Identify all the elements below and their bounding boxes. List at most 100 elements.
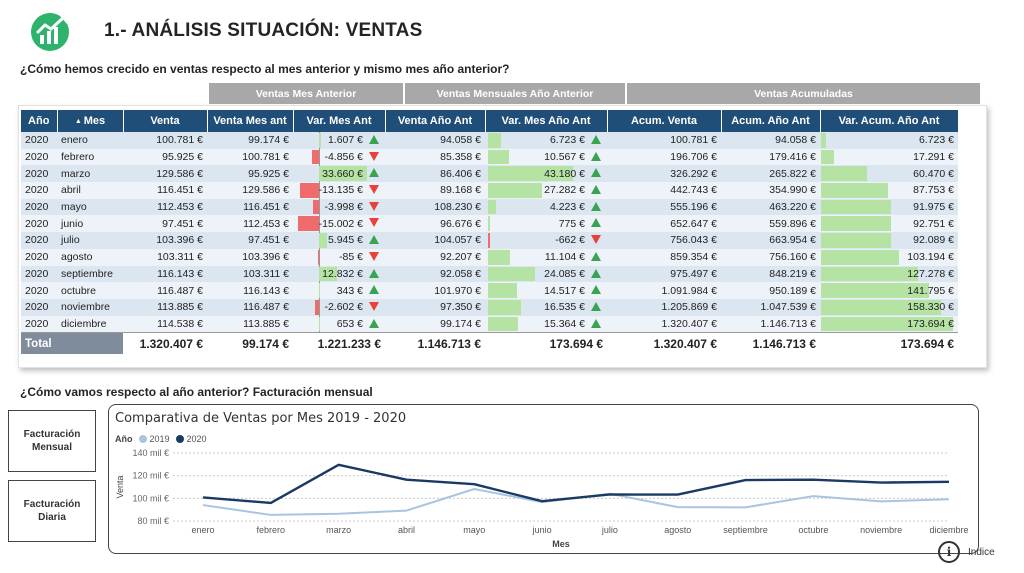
cell-var-acum: 87.753 €	[820, 182, 958, 199]
cell-venta-ano-ant: 96.676 €	[385, 215, 485, 233]
cell-ano: 2020	[21, 182, 57, 199]
cell-var-mes-ano-ant: 16.535 €	[485, 298, 607, 316]
question-monthly: ¿Cómo vamos respecto al año anterior? Fa…	[20, 385, 373, 399]
x-tick-label: marzo	[326, 525, 351, 535]
growth-chart-logo-icon	[31, 13, 69, 51]
cell-acum-venta: 1.091.984 €	[607, 282, 721, 299]
var-mes-ant-bar	[297, 216, 319, 232]
cell-ano: 2020	[21, 248, 57, 266]
cell-var-acum: 158.330 €	[820, 298, 958, 316]
cell-venta: 95.925 €	[123, 148, 207, 166]
table-row: 2020 mayo 112.453 €116.451 € -3.998 €108.23…	[21, 198, 958, 216]
cell-venta-ano-ant: 104.057 €	[385, 232, 485, 249]
x-tick-label: enero	[191, 525, 214, 535]
col-header-venta-ano-ant[interactable]: Venta Año Ant	[385, 110, 486, 132]
cell-mes: diciembre	[57, 315, 123, 333]
trend-up-icon	[591, 168, 601, 178]
var-mes-ant-bar	[313, 199, 319, 215]
cell-mes: mayo	[57, 198, 123, 216]
trend-up-icon	[591, 185, 601, 195]
cell-var-mes-ano-ant: 14.517 €	[485, 282, 607, 299]
cell-var-mes-ant: 5.945 €	[293, 232, 385, 249]
table-row: 2020 julio 103.396 €97.451 €5.945 €104.057…	[21, 232, 958, 249]
var-ano-ant-bar	[488, 299, 521, 315]
col-header-mes[interactable]: ▲ Mes	[57, 110, 124, 132]
cell-var-mes-ano-ant: 43.180 €	[485, 165, 607, 183]
cell-acum-venta: 1.205.869 €	[607, 298, 721, 316]
trend-up-icon	[591, 285, 601, 295]
x-tick-label: febrero	[257, 525, 286, 535]
trend-up-icon	[369, 135, 379, 144]
cell-acum-ano-ant: 463.220 €	[721, 198, 820, 216]
cell-var-mes-ano-ant: 6.723 €	[485, 132, 607, 149]
group-header-mes-anterior: Ventas Mes Anterior	[209, 83, 403, 104]
col-header-var-mes-ano-ant[interactable]: Var. Mes Año Ant	[485, 110, 608, 132]
table-row: 2020 septiembre 116.143 €103.311 €12.832 €…	[21, 265, 958, 283]
cell-var-mes-ano-ant: 775 €	[485, 215, 607, 233]
cell-venta: 103.396 €	[123, 232, 207, 249]
legend-dot-2020	[175, 435, 184, 443]
cell-venta-mes-ant: 103.311 €	[207, 265, 293, 283]
facturacion-mensual-button[interactable]: Facturación Mensual	[8, 410, 96, 472]
cell-var-mes-ant: 1.607 €	[293, 132, 385, 149]
var-acum-bar	[821, 233, 891, 248]
trend-down-icon	[369, 185, 379, 195]
cell-var-mes-ant: 33.660 €	[293, 165, 385, 183]
cell-acum-ano-ant: 559.896 €	[721, 215, 820, 233]
cell-acum-ano-ant: 756.160 €	[721, 248, 820, 266]
col-header-venta[interactable]: Venta	[123, 110, 208, 132]
cell-mes: abril	[57, 182, 123, 199]
legend-label-2020[interactable]: 2020	[186, 434, 207, 444]
trend-up-icon	[369, 168, 379, 178]
cell-var-acum: 92.089 €	[820, 232, 958, 249]
sales-table-body: 2020 enero 100.781 €99.174 €1.607 €94.058 …	[21, 132, 958, 333]
facturacion-diaria-button[interactable]: Facturación Diaria	[8, 480, 96, 542]
series-line-2020	[202, 463, 950, 505]
total-venta-ano-ant: 1.146.713 €	[385, 331, 485, 355]
cell-venta-mes-ant: 95.925 €	[207, 165, 293, 183]
cell-venta-ano-ant: 86.406 €	[385, 165, 485, 183]
sales-table: Año ▲ Mes Venta Venta Mes ant Var. Mes An…	[21, 110, 959, 355]
index-link[interactable]: i Indice	[938, 541, 995, 563]
col-header-ano[interactable]: Año	[21, 110, 58, 132]
totals-row: Total 1.320.407 € 99.174 € 1.221.233 € 1…	[21, 331, 958, 355]
cell-mes: agosto	[57, 248, 123, 266]
var-ano-ant-bar	[488, 133, 502, 148]
col-header-venta-mes-ant[interactable]: Venta Mes ant	[207, 110, 294, 132]
cell-acum-venta: 1.320.407 €	[607, 315, 721, 333]
var-acum-bar	[821, 149, 835, 165]
cell-var-acum: 173.694 €	[820, 315, 958, 333]
var-mes-ant-bar	[319, 283, 320, 298]
table-row: 2020 noviembre 113.885 €116.487 € -2.602 €9…	[21, 298, 958, 316]
trend-up-icon	[369, 318, 379, 328]
cell-acum-venta: 555.196 €	[607, 198, 721, 216]
var-ano-ant-bar	[488, 183, 542, 198]
cell-ano: 2020	[21, 148, 57, 166]
col-header-acum-venta[interactable]: Acum. Venta	[607, 110, 722, 132]
col-header-acum-ano-ant[interactable]: Acum. Año Ant	[721, 110, 821, 132]
var-ano-ant-bar	[488, 266, 536, 282]
cell-acum-venta: 442.743 €	[607, 182, 721, 199]
y-tick-label: 80 mil €	[137, 516, 169, 526]
var-ano-ant-bar	[488, 233, 490, 248]
trend-up-icon	[369, 268, 379, 278]
x-tick-label: mayo	[463, 525, 485, 535]
total-var-ano-ant: 173.694 €	[485, 331, 607, 355]
zero-axis-line	[319, 198, 320, 216]
cell-acum-ano-ant: 1.146.713 €	[721, 315, 820, 333]
zero-axis-line	[319, 298, 320, 316]
var-mes-ant-bar	[312, 149, 319, 165]
trend-up-icon	[369, 235, 379, 245]
cell-acum-ano-ant: 94.058 €	[721, 132, 820, 149]
x-tick-label: noviembre	[860, 525, 902, 535]
trend-up-icon	[591, 318, 601, 328]
col-header-var-acum-ano-ant[interactable]: Var. Acum. Año Ant	[820, 110, 959, 132]
legend-label-2019[interactable]: 2019	[149, 434, 170, 444]
cell-venta-ano-ant: 92.058 €	[385, 265, 485, 283]
col-header-var-mes-ant[interactable]: Var. Mes Ant	[293, 110, 386, 132]
cell-venta-mes-ant: 99.174 €	[207, 132, 293, 149]
trend-down-icon	[369, 218, 379, 228]
sales-line-chart-card: Comparativa de Ventas por Mes 2019 - 202…	[108, 404, 979, 554]
x-tick-label: julio	[601, 525, 618, 535]
cell-var-mes-ano-ant: 15.364 €	[485, 315, 607, 333]
